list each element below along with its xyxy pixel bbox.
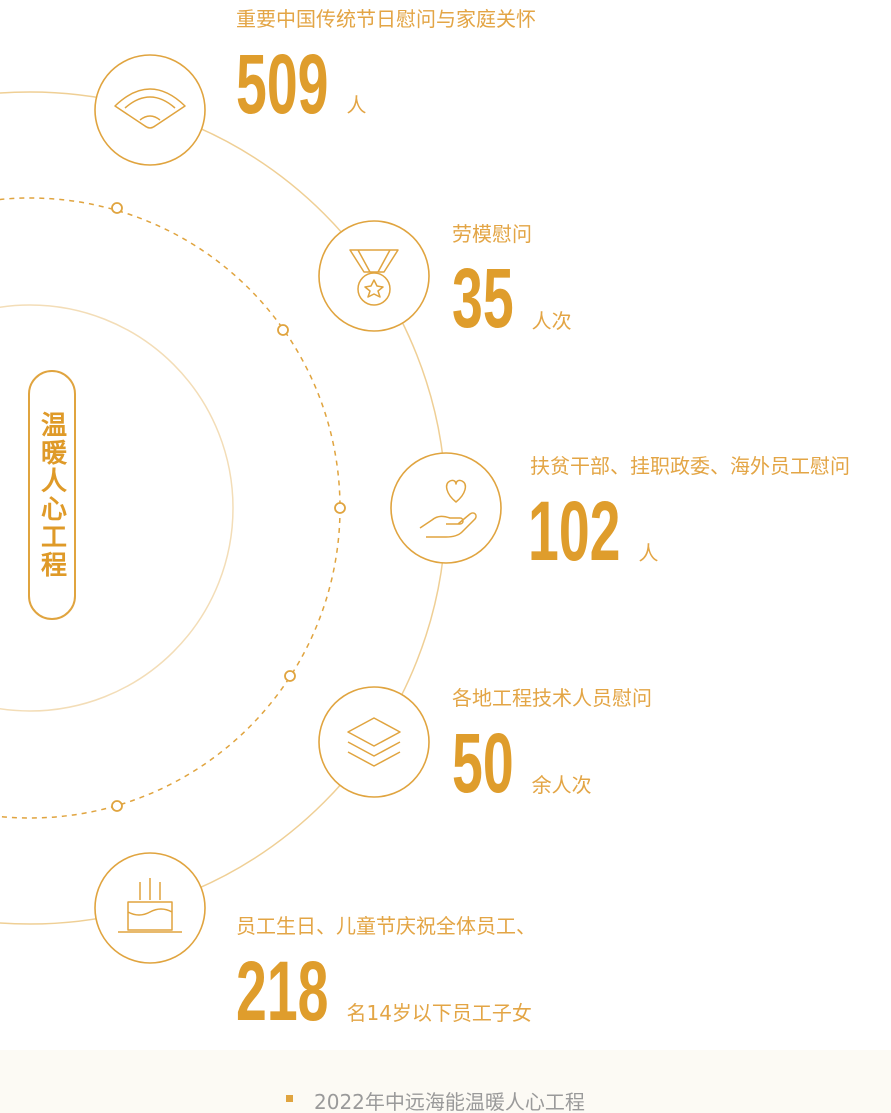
icon-cake (94, 852, 206, 964)
item-unit: 人次 (532, 309, 572, 333)
footer-band (0, 1050, 891, 1113)
icon-fan (94, 54, 206, 166)
item-unit: 名14岁以下员工子女 (346, 1001, 531, 1025)
icon-heart-hand (390, 452, 502, 564)
arc-dots (111, 202, 346, 812)
item-unit: 余人次 (532, 773, 592, 797)
item-value: 35 (452, 253, 514, 346)
item-title: 重要中国传统节日慰问与家庭关怀 (236, 7, 536, 31)
center-label-box: 温暖人心工程 (28, 370, 76, 620)
item-unit: 人 (346, 93, 366, 117)
icon-layers (318, 686, 430, 798)
center-label: 温暖人心工程 (36, 411, 67, 579)
item-unit: 人 (638, 541, 658, 565)
item-value: 509 (236, 39, 328, 132)
item-title: 员工生日、儿童节庆祝全体员工、 (236, 914, 536, 938)
item-title: 劳模慰问 (452, 222, 532, 246)
caption: 2022年中远海能温暖人心工程 (314, 1090, 585, 1113)
bullet (286, 1095, 293, 1102)
icon-medal (318, 220, 430, 332)
item-value: 50 (452, 718, 514, 811)
item-title: 扶贫干部、挂职政委、海外员工慰问 (530, 454, 850, 478)
item-value: 102 (528, 486, 620, 579)
inner-arc (0, 304, 234, 712)
item-value: 218 (236, 946, 328, 1039)
item-title: 各地工程技术人员慰问 (452, 686, 652, 710)
